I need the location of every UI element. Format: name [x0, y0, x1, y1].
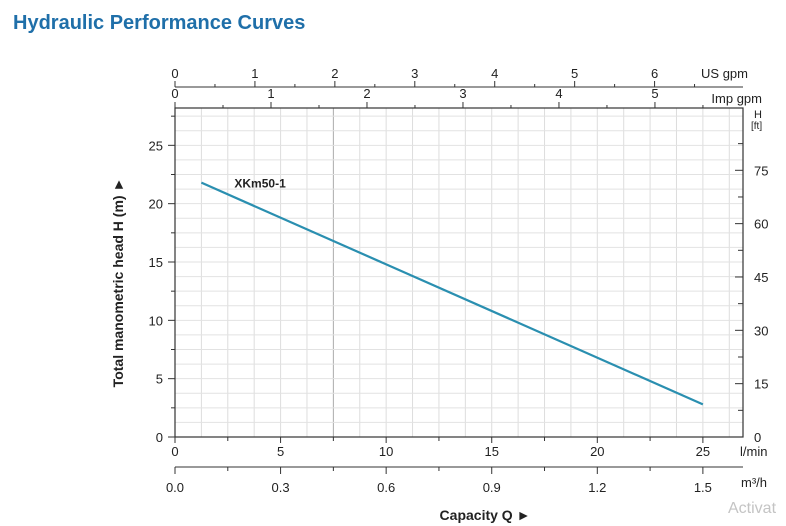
imp-gpm-tick-label: 2 — [363, 86, 370, 101]
x-unit-lmin: l/min — [740, 444, 767, 459]
y2-tick-label: 30 — [754, 323, 768, 338]
us-gpm-tick-label: 0 — [171, 66, 178, 81]
us-gpm-tick-label: 1 — [251, 66, 258, 81]
x-axis-title: Capacity Q ► — [440, 507, 531, 523]
x2-tick-label: 0.6 — [377, 480, 395, 495]
us-gpm-tick-label: 3 — [411, 66, 418, 81]
y2-unit-h: H — [754, 109, 762, 121]
imp-gpm-tick-label: 0 — [171, 86, 178, 101]
imp-gpm-tick-label: 3 — [459, 86, 466, 101]
y-tick-label: 25 — [149, 138, 163, 153]
y2-tick-label: 45 — [754, 270, 768, 285]
x2-unit-m3h: m³/h — [741, 475, 767, 490]
x2-tick-label: 0.3 — [272, 480, 290, 495]
us-gpm-tick-label: 6 — [651, 66, 658, 81]
imp-gpm-tick-label: 5 — [651, 86, 658, 101]
x-tick-label: 25 — [696, 444, 710, 459]
page-title: Hydraulic Performance Curves — [13, 12, 306, 34]
y-tick-label: 15 — [149, 255, 163, 270]
y-tick-label: 10 — [149, 313, 163, 328]
x2-tick-label: 0.0 — [166, 480, 184, 495]
us-gpm-unit: US gpm — [701, 66, 748, 81]
x-tick-label: 15 — [484, 444, 498, 459]
plot-frame — [174, 107, 744, 438]
us-gpm-tick-label: 2 — [331, 66, 338, 81]
x2-tick-label: 1.5 — [694, 480, 712, 495]
x-tick-label: 20 — [590, 444, 604, 459]
us-gpm-tick-label: 4 — [491, 66, 498, 81]
y2-tick-label: 0 — [754, 430, 761, 445]
series-line-xkm50-1 — [200, 181, 704, 406]
y2-unit-ft: [ft] — [751, 121, 762, 132]
x-tick-label: 5 — [277, 444, 284, 459]
y-axis-title: Total manometric head H (m) ► — [110, 178, 126, 388]
y2-tick-label: 15 — [754, 377, 768, 392]
x-tick-label: 0 — [171, 444, 178, 459]
x2-tick-label: 0.9 — [483, 480, 501, 495]
x-tick-label: 10 — [379, 444, 393, 459]
y-tick-label: 20 — [149, 197, 163, 212]
imp-gpm-tick-label: 4 — [555, 86, 562, 101]
us-gpm-tick-label: 5 — [571, 66, 578, 81]
y-tick-label: 5 — [156, 372, 163, 387]
watermark: Activat — [728, 500, 777, 517]
imp-gpm-unit: Imp gpm — [711, 91, 762, 106]
imp-gpm-tick-label: 1 — [267, 86, 274, 101]
y2-tick-label: 60 — [754, 217, 768, 232]
y2-tick-label: 75 — [754, 163, 768, 178]
y-tick-label: 0 — [156, 430, 163, 445]
series-label: XKm50-1 — [234, 177, 286, 191]
x2-tick-label: 1.2 — [588, 480, 606, 495]
